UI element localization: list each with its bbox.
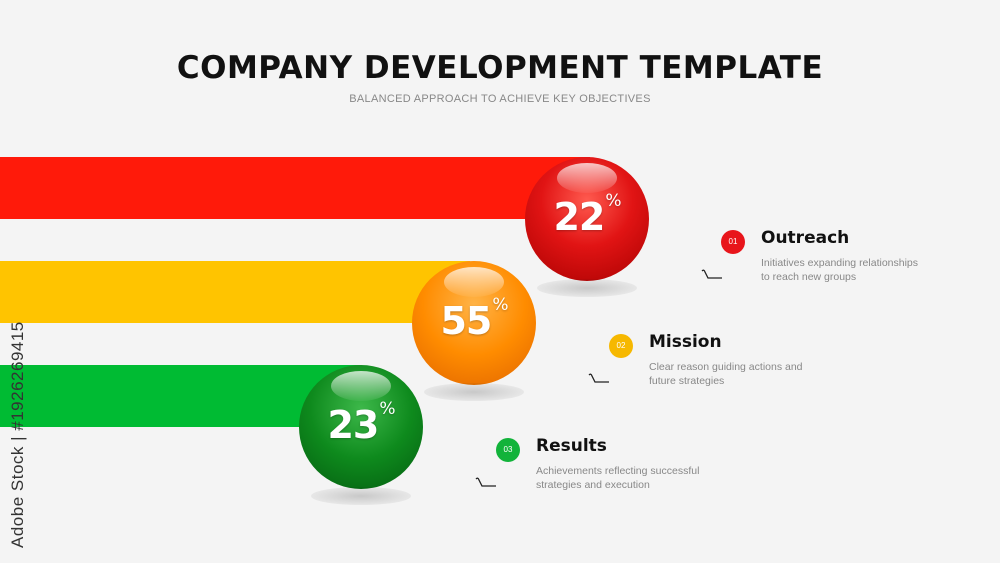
percent-label: 55% bbox=[440, 295, 508, 343]
squiggle-icon bbox=[701, 269, 722, 279]
red-bar bbox=[0, 157, 590, 219]
ball-shadow bbox=[424, 383, 524, 401]
desc-line: Initiatives expanding relationships bbox=[761, 257, 919, 269]
squiggle-icon bbox=[588, 373, 609, 383]
desc-line: Achievements reflecting successful bbox=[536, 465, 700, 477]
stock-watermark: Adobe Stock | #1926269415 bbox=[8, 321, 27, 548]
item-desc-outreach: Initiatives expanding relationships to r… bbox=[761, 256, 931, 284]
percent-label: 22% bbox=[553, 191, 621, 239]
percent-ball-results: 23% bbox=[299, 365, 423, 505]
desc-line: Clear reason guiding actions and bbox=[649, 361, 803, 373]
page-subtitle: BALANCED APPROACH TO ACHIEVE KEY OBJECTI… bbox=[349, 93, 651, 105]
badge-02: 02 bbox=[609, 334, 633, 358]
ball-gloss bbox=[557, 163, 617, 193]
item-title-outreach: Outreach bbox=[761, 228, 850, 248]
ball-gloss bbox=[331, 371, 391, 401]
badge-03: 03 bbox=[496, 438, 520, 462]
item-desc-mission: Clear reason guiding actions and future … bbox=[649, 360, 819, 388]
yellow-bar bbox=[0, 261, 470, 323]
item-desc-results: Achievements reflecting successful strat… bbox=[536, 464, 706, 492]
desc-line: strategies and execution bbox=[536, 479, 650, 491]
ball-shadow bbox=[537, 279, 637, 297]
item-title-mission: Mission bbox=[649, 332, 722, 352]
page-title: COMPANY DEVELOPMENT TEMPLATE bbox=[176, 50, 824, 86]
ball-shadow bbox=[311, 487, 411, 505]
badge-01: 01 bbox=[721, 230, 745, 254]
ball-gloss bbox=[444, 267, 504, 297]
desc-line: to reach new groups bbox=[761, 271, 857, 283]
percent-label: 23% bbox=[327, 399, 395, 447]
desc-line: future strategies bbox=[649, 375, 725, 387]
squiggle-icon bbox=[475, 477, 496, 487]
item-title-results: Results bbox=[536, 436, 607, 456]
percent-ball-outreach: 22% bbox=[525, 157, 649, 297]
percent-ball-mission: 55% bbox=[412, 261, 536, 401]
